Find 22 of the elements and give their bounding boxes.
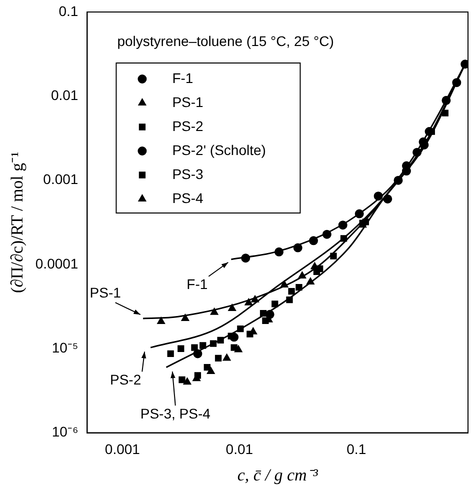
x-tick-label: 0.001 bbox=[104, 441, 140, 458]
x-tick-label: 0.1 bbox=[346, 441, 366, 458]
y-axis-title: (∂Π/∂c)/RT / mol g⁻¹ bbox=[8, 152, 27, 294]
legend-label: F-1 bbox=[172, 70, 194, 86]
annotation: F-1 bbox=[186, 276, 208, 292]
annotation: PS-1 bbox=[90, 284, 122, 300]
legend-label: PS-2' (Scholte) bbox=[172, 142, 266, 158]
legend-label: PS-1 bbox=[172, 94, 204, 110]
y-tick-label: 0.1 bbox=[58, 2, 78, 19]
text: polystyrene–toluene (15 °C, 25 °C) bbox=[117, 32, 334, 49]
annotation: PS-2 bbox=[110, 372, 142, 388]
y-tick-label: 10⁻⁵ bbox=[52, 340, 78, 356]
y-tick-label: 0.0001 bbox=[35, 255, 78, 272]
legend-label: PS-4 bbox=[172, 190, 204, 206]
legend-label: PS-3 bbox=[172, 166, 204, 182]
y-tick-label: 0.01 bbox=[50, 87, 78, 104]
x-axis-title: c, c̄ / g cm⁻³ bbox=[237, 465, 319, 484]
legend-label: PS-2 bbox=[172, 118, 204, 134]
y-tick-label: 0.001 bbox=[43, 171, 78, 188]
annotation: PS-3, PS-4 bbox=[140, 405, 211, 422]
y-tick-label: 10⁻⁶ bbox=[52, 424, 78, 440]
x-tick-label: 0.01 bbox=[226, 441, 254, 458]
